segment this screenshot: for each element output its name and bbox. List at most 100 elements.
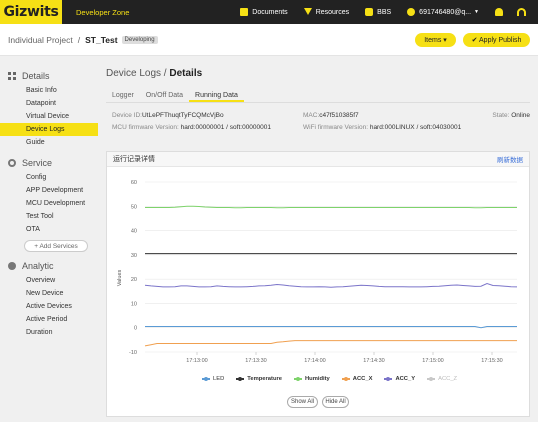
- legend-label: ACC_X: [352, 376, 373, 382]
- y-tick-label: 30: [131, 253, 137, 259]
- tab-running-data[interactable]: Running Data: [189, 90, 244, 102]
- tab-logger[interactable]: Logger: [112, 92, 134, 99]
- card-header: 运行记录详情 刷新数据: [107, 152, 529, 167]
- legend-item-led[interactable]: LED: [202, 376, 224, 382]
- legend-label: LED: [213, 376, 225, 382]
- state-value: Online: [511, 112, 530, 119]
- legend-item-humidity[interactable]: Humidity: [293, 376, 330, 382]
- breadcrumb-current: ST_Test: [85, 34, 118, 45]
- project-header: Individual Project / ST_Test Developing …: [0, 24, 538, 56]
- y-tick-label: 10: [131, 301, 137, 307]
- sidebar-section-service: Service: [8, 155, 98, 171]
- sidebar-item-new-device[interactable]: New Device: [26, 290, 64, 297]
- sidebar-item-config[interactable]: Config: [26, 174, 47, 181]
- sidebar-section-details: Details: [8, 68, 98, 84]
- breadcrumb-separator: /: [77, 34, 81, 45]
- wifi-version-value: hard:000LINUX / soft:04030001: [369, 124, 462, 131]
- device-id-value: UtLePFThuqtTyFCQMcVjBo: [141, 112, 224, 119]
- running-data-card: 运行记录详情 刷新数据 60 50 40 30 20 10 0 -10 17:13:00 17:1…: [106, 151, 530, 417]
- sidebar-item-test-tool[interactable]: Test Tool: [26, 213, 54, 220]
- document-icon: [240, 8, 249, 16]
- card-title: 运行记录详情: [113, 156, 155, 163]
- chat-icon: [365, 8, 374, 16]
- mcu-version-row: MCU firmware Version: hard:00000001 / so…: [112, 124, 271, 131]
- x-tick-label: 17:13:30: [245, 358, 266, 364]
- sidebar-item-basic-info[interactable]: Basic Info: [26, 87, 57, 94]
- gear-icon: [8, 159, 16, 167]
- sidebar-item-active-devices[interactable]: Active Devices: [26, 303, 72, 310]
- y-tick-label: 20: [131, 277, 137, 283]
- series-line-acc-y: [144, 282, 518, 288]
- running-data-chart: 60 50 40 30 20 10 0 -10 17:13:00 17:13:30 17:14:00…: [117, 180, 518, 364]
- legend-item-acc-x[interactable]: ACC_X: [341, 376, 373, 382]
- legend-item-acc-y[interactable]: ACC_Y: [384, 376, 415, 382]
- series-line-led: [145, 326, 517, 329]
- x-tick-label: 17:14:30: [363, 358, 384, 364]
- legend-item-acc-z[interactable]: ACC_Z: [427, 376, 457, 382]
- legend-item-temperature[interactable]: Temperature: [236, 376, 282, 382]
- grid-icon: [8, 72, 16, 80]
- legend-swatch: [202, 377, 210, 381]
- legend-label: ACC_Y: [395, 376, 416, 382]
- legend-label: Temperature: [247, 376, 282, 382]
- tab-bar: Logger On/Off Data Running Data: [106, 90, 530, 103]
- series-line-humidity: [145, 205, 517, 209]
- breadcrumb-parent[interactable]: Individual Project: [8, 34, 73, 45]
- tab-on-off-data[interactable]: On/Off Data: [145, 92, 184, 99]
- legend-swatch: [384, 377, 393, 381]
- wifi-version-row: WiFi firmware Version: hard:000LINUX / s…: [303, 124, 462, 131]
- sidebar-item-overview[interactable]: Overview: [26, 277, 56, 284]
- sidebar-item-app-development[interactable]: APP Development: [26, 187, 84, 194]
- legend-label: Humidity: [304, 376, 330, 382]
- y-axis-label: Values: [117, 270, 123, 287]
- sidebar-section-analytic: Analytic: [8, 258, 98, 274]
- chevron-down-icon: ▼: [474, 9, 479, 15]
- y-tick-label: 50: [131, 204, 137, 210]
- device-info: Device ID:UtLePFThuqtTyFCQMcVjBo MAC:c47…: [106, 112, 530, 138]
- sidebar-item-mcu-development[interactable]: MCU Development: [26, 200, 86, 207]
- sidebar-item-ota[interactable]: OTA: [26, 226, 40, 233]
- main-content: Device Logs / Details Logger On/Off Data…: [106, 68, 530, 138]
- hide-all-button[interactable]: Hide All: [322, 396, 349, 408]
- developer-zone-title: Developer Zone: [76, 7, 130, 17]
- gizwits-logo[interactable]: Gizwits: [0, 0, 62, 24]
- resources-link[interactable]: Resources: [303, 8, 349, 16]
- sidebar-item-active-period[interactable]: Active Period: [26, 316, 68, 323]
- legend-swatch: [236, 377, 245, 381]
- refresh-data-link[interactable]: 刷新数据: [497, 157, 523, 164]
- state-row: State: Online: [492, 112, 530, 119]
- mcu-version-value: hard:00000001 / soft:00000001: [180, 124, 271, 131]
- items-button[interactable]: Items ▾: [415, 33, 456, 47]
- bbs-link[interactable]: BBS: [365, 8, 391, 16]
- user-menu[interactable]: 691746480@q... ▼: [407, 8, 479, 16]
- headset-icon[interactable]: [517, 8, 526, 16]
- x-tick-label: 17:14:00: [304, 358, 325, 364]
- user-name: 691746480@q...: [419, 8, 472, 16]
- sidebar-item-virtual-device[interactable]: Virtual Device: [26, 113, 70, 120]
- documents-label: Documents: [252, 8, 288, 16]
- y-tick-label: -10: [129, 350, 137, 356]
- chart-legend: LED Temperature Humidity ACC_X ACC_Y ACC_Z: [202, 376, 469, 382]
- sidebar-item-duration[interactable]: Duration: [26, 329, 53, 336]
- show-all-button[interactable]: Show All: [287, 396, 318, 408]
- x-tick-label: 17:15:30: [481, 358, 502, 364]
- download-icon: [303, 8, 312, 16]
- sidebar-item-device-logs[interactable]: Device Logs: [0, 123, 98, 136]
- add-services-button[interactable]: + Add Services: [24, 240, 88, 252]
- apply-publish-button[interactable]: ✔ Apply Publish: [463, 33, 530, 47]
- mac-row: MAC:c47f510385f7: [303, 112, 359, 119]
- x-tick-label: 17:15:00: [422, 358, 443, 364]
- documents-link[interactable]: Documents: [240, 8, 288, 16]
- y-tick-label: 60: [131, 180, 137, 186]
- page-title: Device Logs / Details: [106, 68, 203, 79]
- bell-icon[interactable]: [495, 8, 503, 16]
- bbs-label: BBS: [377, 8, 392, 16]
- legend-label: ACC_Z: [438, 376, 458, 382]
- sidebar-item-guide[interactable]: Guide: [26, 139, 45, 146]
- y-tick-label: 40: [131, 229, 137, 235]
- mac-value: c47f510385f7: [319, 112, 359, 119]
- y-tick-label: 0: [134, 326, 137, 332]
- sidebar-item-datapoint[interactable]: Datapoint: [26, 100, 56, 107]
- pie-chart-icon: [8, 262, 16, 270]
- user-icon: [407, 8, 416, 16]
